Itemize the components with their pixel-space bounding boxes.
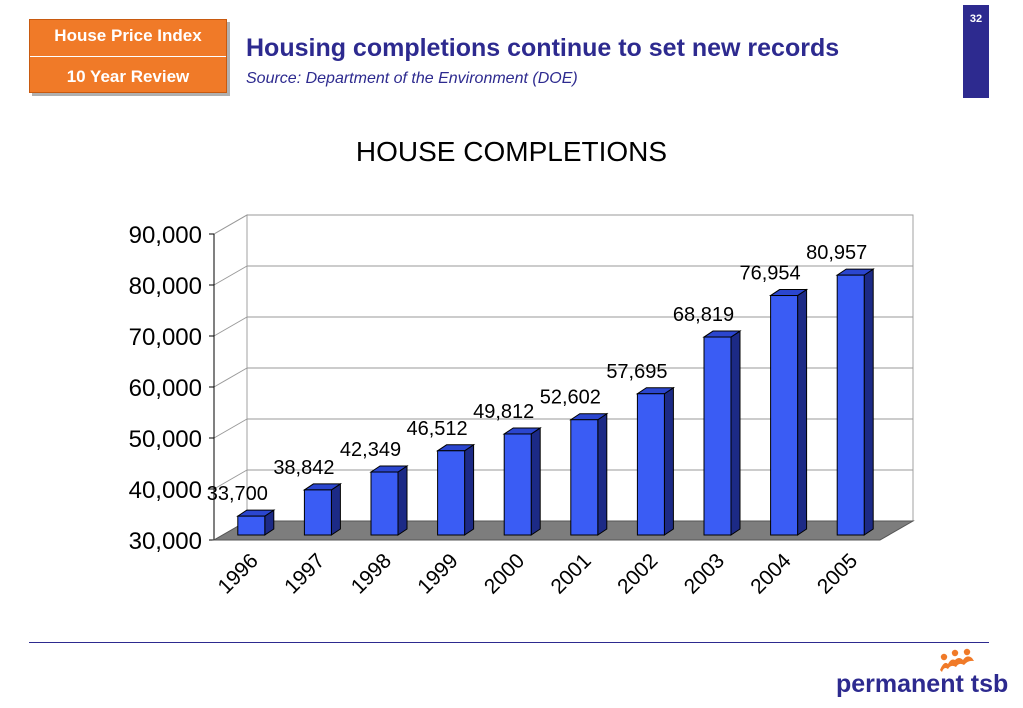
data-label: 52,602 bbox=[540, 387, 601, 409]
bar-1998 bbox=[370, 471, 399, 536]
bar-1999 bbox=[437, 450, 466, 536]
bar-2003 bbox=[703, 336, 732, 536]
y-tick-label: 40,000 bbox=[129, 477, 202, 504]
y-tick-label: 80,000 bbox=[129, 273, 202, 300]
bar-side bbox=[530, 427, 541, 536]
bar-side bbox=[797, 288, 808, 536]
gridline-side bbox=[213, 316, 248, 337]
data-label: 76,954 bbox=[740, 263, 801, 285]
y-tick-label: 90,000 bbox=[129, 222, 202, 249]
bar-2002 bbox=[636, 393, 665, 536]
y-tick-label: 70,000 bbox=[129, 324, 202, 351]
data-label: 38,842 bbox=[273, 457, 334, 479]
bar-side bbox=[663, 386, 674, 536]
y-tick-label: 30,000 bbox=[129, 528, 202, 555]
bar-2001 bbox=[570, 419, 599, 536]
bar-1997 bbox=[303, 489, 332, 536]
bar-side bbox=[597, 412, 608, 536]
gridline-side bbox=[213, 265, 248, 286]
bar-2004 bbox=[770, 295, 799, 536]
data-label: 42,349 bbox=[340, 439, 401, 461]
data-label: 68,819 bbox=[673, 304, 734, 326]
x-tick-label: 2000 bbox=[480, 549, 529, 598]
x-tick-label: 2001 bbox=[547, 549, 596, 598]
house-completions-chart: 30,000 40,000 50,000 60,000 70,000 80,000 90,0… bbox=[129, 214, 915, 599]
chart-title: HOUSE COMPLETIONS bbox=[355, 136, 668, 167]
x-tick-label: 1996 bbox=[214, 549, 263, 598]
bar-2000 bbox=[503, 433, 532, 536]
x-tick-label: 2003 bbox=[680, 549, 729, 598]
bar-side bbox=[464, 443, 475, 536]
x-tick-label: 2002 bbox=[613, 549, 662, 598]
gridline-side bbox=[213, 367, 248, 388]
data-label: 80,957 bbox=[806, 242, 867, 264]
footer-rule bbox=[29, 642, 989, 643]
bar-side bbox=[730, 330, 741, 536]
brand-logo: permanent tsb bbox=[836, 670, 1009, 698]
section-badge: House Price Index 10 Year Review bbox=[29, 19, 227, 93]
slide-subtitle: Source: Department of the Environment (D… bbox=[246, 70, 578, 87]
gridline-side bbox=[213, 214, 248, 235]
data-label: 46,512 bbox=[407, 418, 468, 440]
bar-side bbox=[397, 465, 408, 536]
data-label: 33,700 bbox=[207, 483, 268, 505]
badge-line-2: 10 Year Review bbox=[66, 67, 190, 86]
y-tick-label: 50,000 bbox=[129, 426, 202, 453]
data-label: 57,695 bbox=[606, 361, 667, 383]
x-tick-label: 1997 bbox=[280, 549, 329, 598]
bar-1996 bbox=[237, 515, 266, 536]
x-tick-label: 2005 bbox=[813, 549, 862, 598]
x-tick-label: 1999 bbox=[413, 549, 462, 598]
x-tick-label: 1998 bbox=[347, 549, 396, 598]
bar-side bbox=[330, 482, 341, 536]
gridline-side bbox=[213, 418, 248, 439]
slide-number: 32 bbox=[963, 5, 989, 98]
slide-title: Housing completions continue to set new … bbox=[246, 34, 840, 62]
y-tick-label: 60,000 bbox=[129, 375, 202, 402]
data-label: 49,812 bbox=[473, 401, 534, 423]
bar-side bbox=[863, 268, 874, 536]
x-tick-label: 2004 bbox=[746, 549, 796, 599]
badge-divider bbox=[30, 56, 226, 57]
gridline-side bbox=[213, 469, 248, 490]
badge-line-1: House Price Index bbox=[54, 26, 202, 45]
people-mark-icon bbox=[940, 648, 974, 672]
bar-2005 bbox=[836, 274, 865, 536]
